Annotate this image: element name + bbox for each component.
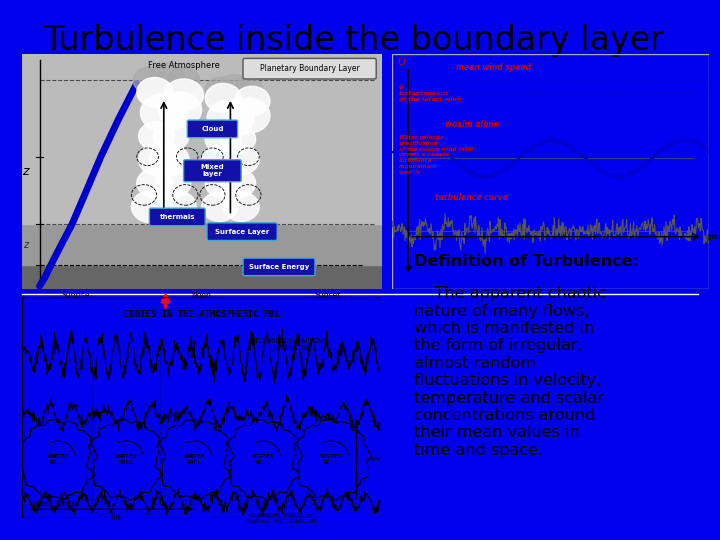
Text: Noon: Noon: [192, 291, 212, 300]
Circle shape: [202, 192, 238, 221]
Circle shape: [150, 144, 189, 176]
Text: Water velocity
specification
of the sensor wind ratio
covers a sample
turbulence: Water velocity specification of the sens…: [399, 135, 473, 175]
Circle shape: [156, 191, 196, 223]
Circle shape: [167, 67, 199, 93]
Circle shape: [140, 93, 187, 132]
Text: z: z: [22, 240, 28, 250]
FancyBboxPatch shape: [187, 120, 238, 138]
Circle shape: [138, 122, 175, 151]
Text: The apparent chaotic
nature of many flows,
which is manifested in
the form of ir: The apparent chaotic nature of many flow…: [414, 286, 606, 458]
Circle shape: [148, 63, 184, 92]
Bar: [22, 265, 382, 289]
Text: LARGE EDDIES: LARGE EDDIES: [29, 501, 80, 507]
Text: VORTEX
ROLL: VORTEX ROLL: [320, 454, 343, 465]
Circle shape: [158, 92, 202, 127]
FancyBboxPatch shape: [184, 160, 241, 182]
Circle shape: [137, 77, 173, 107]
Text: Surface Energy: Surface Energy: [249, 264, 309, 270]
Text: VORTEX
ROLL: VORTEX ROLL: [46, 454, 69, 465]
FancyBboxPatch shape: [243, 58, 377, 79]
Text: ←TURBULENT EDDIES or
SURFACE FRICTIONALISM: ←TURBULENT EDDIES or SURFACE FRICTIONALI…: [247, 513, 315, 524]
Text: U
instantaneous
of the latest wind: U instantaneous of the latest wind: [399, 85, 461, 102]
Bar: [22, 54, 382, 224]
Circle shape: [227, 98, 270, 133]
Text: U: U: [398, 57, 406, 67]
Text: Surface Layer: Surface Layer: [215, 228, 269, 235]
Text: Mixed
layer: Mixed layer: [201, 164, 224, 177]
FancyBboxPatch shape: [243, 258, 315, 276]
Circle shape: [220, 168, 256, 198]
Bar: [22, 224, 382, 265]
Text: turbulence curve: turbulence curve: [435, 193, 508, 202]
Circle shape: [155, 168, 191, 198]
FancyBboxPatch shape: [207, 223, 277, 240]
Text: MICROSCALE-CAPPING-
INVERSION: MICROSCALE-CAPPING- INVERSION: [251, 338, 332, 350]
Circle shape: [220, 125, 256, 154]
Text: VORTEX
ROLL: VORTEX ROLL: [251, 454, 274, 465]
Circle shape: [220, 75, 248, 98]
Circle shape: [153, 122, 189, 151]
Text: VORTEX
ROLL: VORTEX ROLL: [183, 454, 206, 465]
Circle shape: [131, 191, 171, 223]
Text: mean wind speed: mean wind speed: [456, 63, 531, 71]
Circle shape: [205, 168, 241, 198]
Circle shape: [138, 144, 179, 176]
Text: (time): (time): [706, 233, 720, 240]
FancyBboxPatch shape: [150, 208, 205, 226]
Circle shape: [207, 99, 253, 138]
Circle shape: [205, 83, 241, 113]
Circle shape: [223, 145, 259, 174]
Text: woxim alone: woxim alone: [445, 120, 498, 129]
Text: Sunrise: Sunrise: [61, 291, 90, 300]
Circle shape: [223, 192, 259, 221]
Text: Cloud: Cloud: [201, 126, 224, 132]
Text: 1 Km: 1 Km: [364, 457, 379, 462]
Text: EDDIES IN THE ATMOSPHERIC PBL: EDDIES IN THE ATMOSPHERIC PBL: [124, 310, 279, 319]
Circle shape: [202, 145, 238, 174]
Text: thermals: thermals: [160, 214, 195, 220]
Circle shape: [163, 79, 204, 111]
Circle shape: [205, 125, 241, 154]
Text: Free Atmosphere: Free Atmosphere: [148, 61, 220, 70]
Text: VORTEX
ROLL: VORTEX ROLL: [114, 454, 138, 465]
Circle shape: [137, 168, 173, 198]
Circle shape: [234, 86, 270, 116]
Text: Planetary Boundary Layer: Planetary Boundary Layer: [260, 64, 359, 73]
Text: z: z: [22, 165, 29, 178]
Circle shape: [234, 77, 263, 101]
Text: Definition of Turbulence:: Definition of Turbulence:: [414, 254, 639, 269]
Circle shape: [133, 67, 166, 93]
Circle shape: [205, 77, 234, 101]
Text: 2 Km: 2 Km: [102, 513, 121, 522]
Text: Sunset: Sunset: [315, 291, 341, 300]
Text: Turbulence inside the boundary layer: Turbulence inside the boundary layer: [43, 24, 664, 57]
